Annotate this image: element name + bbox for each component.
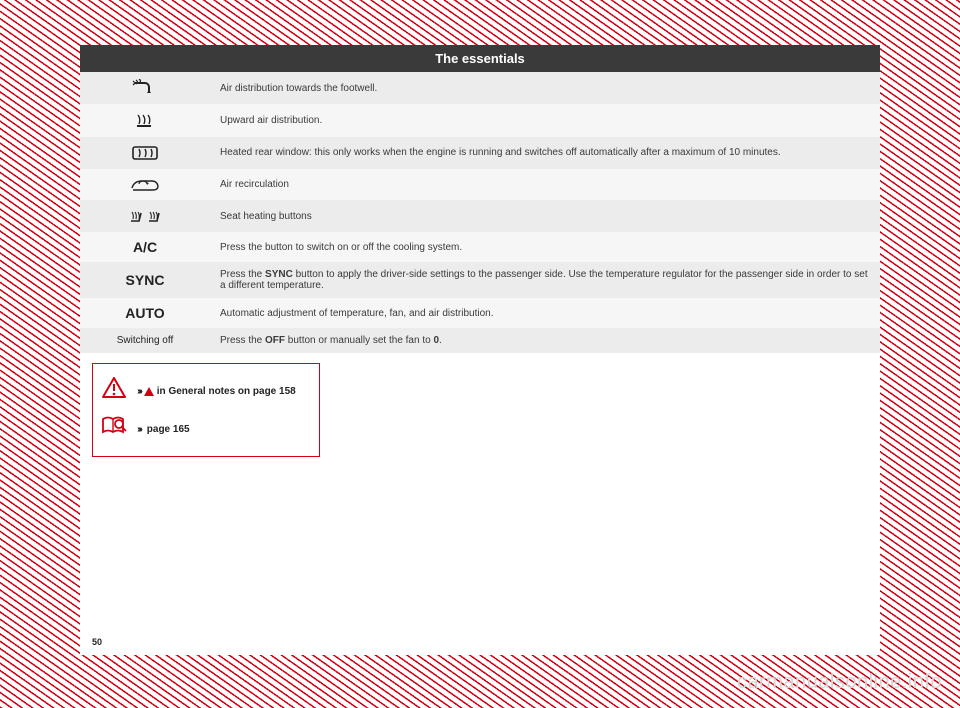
table-row: Heated rear window: this only works when… <box>80 137 880 169</box>
table-row: A/C Press the button to switch on or off… <box>80 232 880 262</box>
ac-label: A/C <box>80 232 210 262</box>
text: button or manually set the fan to <box>285 335 433 346</box>
row-desc: Air distribution towards the footwell. <box>210 72 880 104</box>
page-title: The essentials <box>80 45 880 72</box>
text-bold: SYNC <box>265 269 293 280</box>
row-desc: Air recirculation <box>210 169 880 200</box>
text: Press the <box>220 335 265 346</box>
table-row: Air recirculation <box>80 169 880 200</box>
footwell-air-icon <box>80 72 210 104</box>
table-row: Seat heating buttons <box>80 200 880 232</box>
text-bold: OFF <box>265 335 285 346</box>
controls-table: Air distribution towards the footwell. U… <box>80 72 880 353</box>
text: . <box>439 335 442 346</box>
callout-text: ››› page 165 <box>137 424 190 435</box>
callout-text: ››› in General notes on page 158 <box>137 386 296 397</box>
rear-defrost-icon <box>80 137 210 169</box>
manual-icon <box>101 415 127 443</box>
table-row: SYNC Press the SYNC button to apply the … <box>80 262 880 298</box>
page-card: The essentials Air distribution towards … <box>80 45 880 655</box>
row-desc: Automatic adjustment of temperature, fan… <box>210 298 880 328</box>
text: page 165 <box>144 424 190 435</box>
auto-label: AUTO <box>80 298 210 328</box>
chevron-icon: ››› <box>137 386 141 397</box>
seat-heat-icon <box>80 200 210 232</box>
row-desc: Seat heating buttons <box>210 200 880 232</box>
chevron-icon: ››› <box>137 424 141 435</box>
table-row: AUTO Automatic adjustment of temperature… <box>80 298 880 328</box>
reference-callout: ››› in General notes on page 158 ››› pag… <box>92 363 320 457</box>
table-row: Switching off Press the OFF button or ma… <box>80 328 880 353</box>
callout-row: ››› page 165 <box>101 410 309 448</box>
text: Press the <box>220 269 265 280</box>
text: button to apply the driver-side settings… <box>220 269 868 291</box>
row-desc: Press the button to switch on or off the… <box>210 232 880 262</box>
sync-label: SYNC <box>80 262 210 298</box>
warning-icon <box>101 377 127 405</box>
callout-row: ››› in General notes on page 158 <box>101 372 309 410</box>
row-desc: Press the SYNC button to apply the drive… <box>210 262 880 298</box>
text: in General notes on page 158 <box>154 386 296 397</box>
small-warning-icon <box>144 387 154 396</box>
table-row: Air distribution towards the footwell. <box>80 72 880 104</box>
row-desc: Upward air distribution. <box>210 104 880 136</box>
page-number: 50 <box>92 637 102 647</box>
row-desc: Press the OFF button or manually set the… <box>210 328 880 353</box>
recirc-icon <box>80 169 210 200</box>
switching-off-label: Switching off <box>80 328 210 353</box>
row-desc: Heated rear window: this only works when… <box>210 137 880 169</box>
upward-air-icon <box>80 104 210 136</box>
table-row: Upward air distribution. <box>80 104 880 136</box>
